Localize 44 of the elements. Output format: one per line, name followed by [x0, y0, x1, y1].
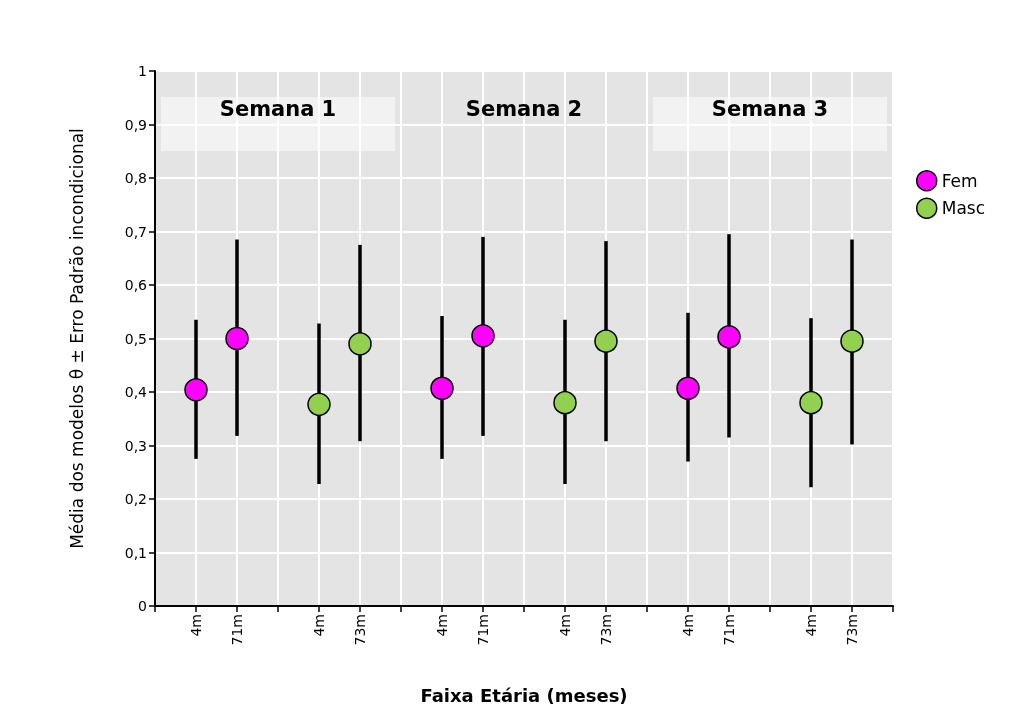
point	[184, 378, 208, 402]
x-tick-label: 71m	[475, 614, 491, 646]
point	[348, 332, 372, 356]
y-tick-label: 0	[138, 598, 147, 614]
y-tick-label: 0,8	[124, 170, 147, 186]
point	[840, 329, 864, 353]
y-tick-label: 0,6	[124, 277, 148, 293]
annotation: Semana 3	[711, 97, 829, 121]
x-tick-label: 4m	[434, 614, 450, 637]
point	[307, 392, 331, 417]
label-box: Semana 1	[161, 97, 395, 151]
annotation: Semana 2	[465, 97, 583, 121]
x-tick-label: 73m	[598, 614, 614, 646]
point	[799, 390, 823, 415]
y-tick-label: 0,7	[124, 223, 147, 240]
y-tick-label: 1	[138, 63, 147, 79]
y-tick-label: 0,3	[124, 437, 147, 454]
x-tick-label: 4m	[680, 614, 696, 637]
x-tick-label: 73m	[844, 614, 860, 646]
point	[471, 324, 495, 348]
legend-label: Fem	[941, 170, 978, 191]
point	[553, 390, 577, 415]
point	[225, 326, 249, 351]
x-axis-title: Faixa Etária (meses)	[420, 684, 628, 706]
point	[717, 325, 741, 349]
x-tick-label: 4m	[557, 614, 573, 637]
point	[594, 329, 618, 353]
y-tick-label: 0,2	[124, 491, 147, 507]
y-tick-label: 0,9	[124, 116, 147, 133]
x-tick-label: 73m	[352, 614, 368, 646]
y-tick-label: 0,1	[124, 544, 147, 561]
point	[676, 376, 700, 400]
x-tick-label: 4m	[311, 614, 327, 637]
x-tick-label: 4m	[188, 614, 204, 637]
point	[430, 376, 454, 400]
label-box: Semana 3	[653, 97, 887, 151]
x-tick-label: 71m	[229, 614, 245, 646]
legend-label: Masc	[941, 198, 986, 219]
y-tick-label: 0,4	[124, 384, 148, 400]
annotation: Semana 1	[219, 97, 337, 121]
y-axis-title: Média dos modelos θ ± Erro Padrão incondicional	[66, 128, 87, 549]
x-tick-label: 4m	[803, 614, 819, 637]
x-tick-label: 71m	[721, 614, 737, 646]
y-tick-label: 0,5	[124, 330, 147, 347]
